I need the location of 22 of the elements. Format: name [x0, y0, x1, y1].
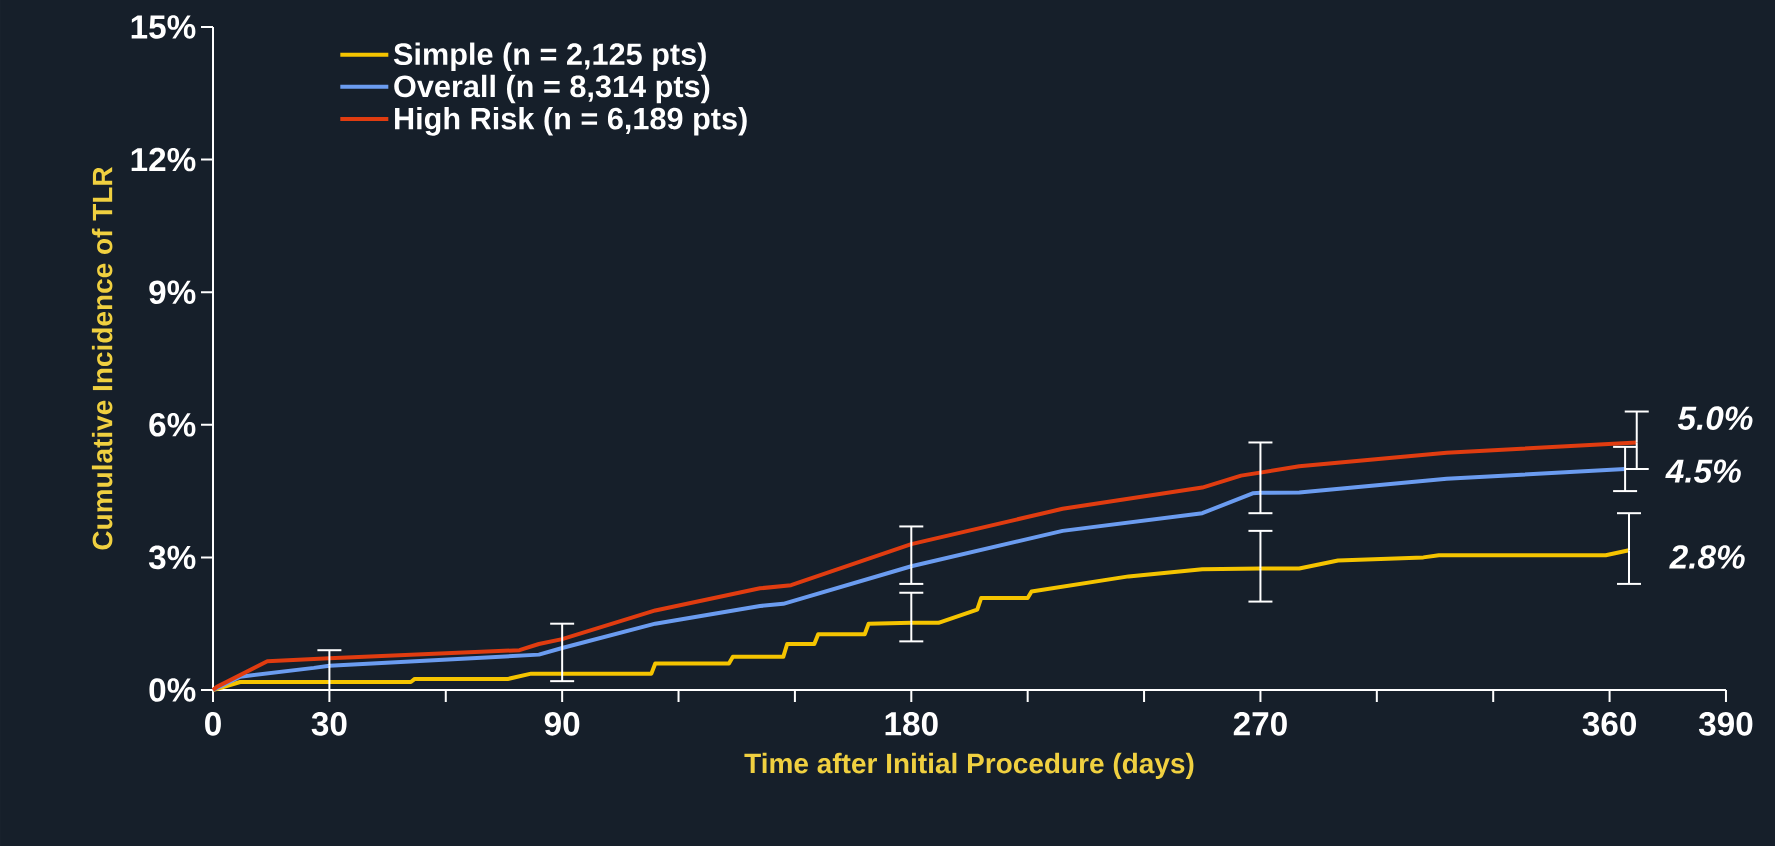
y-axis-title: Cumulative Incidence of TLR — [91, 166, 113, 550]
x-tick-label: 30 — [311, 712, 347, 736]
x-tick-label: 390 — [1698, 712, 1753, 736]
legend-label: High Risk (n = 6,189 pts) — [395, 106, 747, 136]
x-tick-label: 270 — [1233, 712, 1287, 736]
y-tick-label: 12% — [131, 147, 196, 172]
x-tick-label: 0 — [205, 712, 221, 736]
y-tick-label: 15% — [131, 15, 196, 39]
annotation: 2.8% — [1669, 545, 1745, 569]
y-tick-label: 3% — [148, 545, 196, 570]
legend-label: Simple (n = 2,125 pts) — [393, 42, 706, 72]
annotation: 4.5% — [1665, 459, 1741, 483]
annotation: 5.0% — [1677, 406, 1753, 430]
x-tick-label: 360 — [1582, 712, 1637, 736]
y-tick-label: 9% — [149, 280, 196, 304]
x-tick-label: 180 — [885, 712, 938, 736]
legend-label: Overall (n = 8,314 pts) — [394, 74, 710, 104]
line-series — [211, 548, 1631, 692]
x-tick-label: 90 — [544, 712, 580, 736]
y-tick-label: 6% — [149, 412, 196, 437]
x-axis-title: Time after Initial Procedure (days) — [744, 752, 1194, 779]
y-tick-label: 0% — [149, 678, 196, 702]
